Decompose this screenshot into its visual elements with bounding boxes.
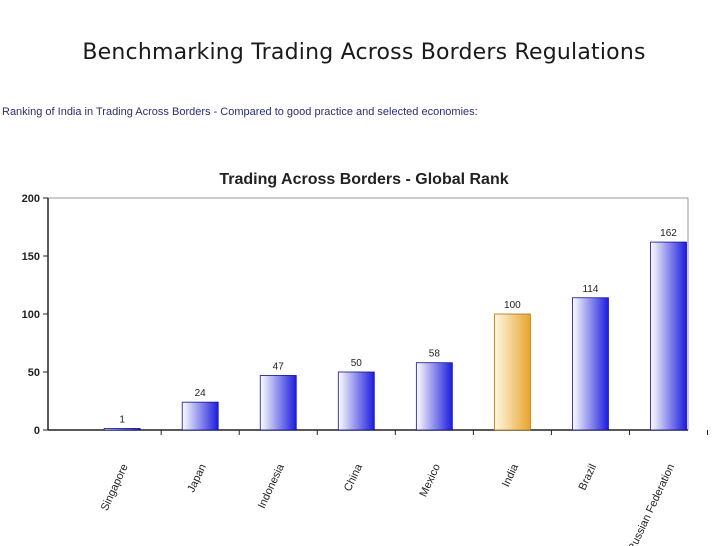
chart-subtitle: Ranking of India in Trading Across Borde… xyxy=(2,106,478,118)
y-tick-label: 200 xyxy=(22,193,40,205)
x-tick-label: China xyxy=(342,461,365,493)
data-label: 100 xyxy=(504,300,521,311)
bar xyxy=(572,297,609,431)
data-label: 24 xyxy=(195,388,207,399)
y-tick-label: 100 xyxy=(22,309,40,321)
data-label: 47 xyxy=(273,361,285,372)
x-tick-label: Brazil xyxy=(577,462,600,492)
y-tick-label: 0 xyxy=(34,425,40,437)
data-label: 50 xyxy=(351,358,363,369)
data-label: 58 xyxy=(429,349,441,360)
bar-chart: Trading Across Borders - Global Rank 0 50… xyxy=(0,150,728,546)
bar xyxy=(337,371,375,431)
bar-highlight xyxy=(493,313,531,431)
data-label: 114 xyxy=(582,284,598,295)
slide-title: Benchmarking Trading Across Borders Regu… xyxy=(82,40,646,65)
bar xyxy=(650,241,687,431)
bar xyxy=(103,428,141,431)
chart-title: Trading Across Borders - Global Rank xyxy=(219,171,508,188)
y-tick-label: 150 xyxy=(22,251,40,263)
x-tick-label: Indonesia xyxy=(256,461,287,510)
bar xyxy=(415,362,453,431)
y-tick-label: 50 xyxy=(28,367,40,379)
x-tick-label: Singapore xyxy=(99,462,131,513)
x-tick-label: India xyxy=(500,461,521,488)
x-tick-label: Mexico xyxy=(417,462,443,499)
data-label: 1 xyxy=(119,415,125,426)
chart-svg: Trading Across Borders - Global Rank 0 50… xyxy=(22,171,709,546)
x-tick-label: Japan xyxy=(185,462,209,494)
bar xyxy=(259,375,297,431)
data-label: 162 xyxy=(660,228,677,239)
x-tick-label: Russian Federation xyxy=(626,462,677,546)
bar xyxy=(181,401,219,431)
